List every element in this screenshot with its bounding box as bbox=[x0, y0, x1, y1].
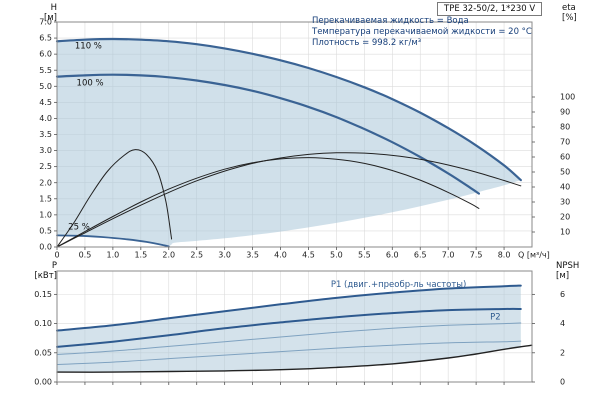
fluid-info-block: Перекачиваемая жидкость = Вода Температу… bbox=[312, 16, 532, 49]
y-tick-label: 4.0 bbox=[39, 114, 52, 123]
tick-labels: 0 0.5 1.0 1.5 2.0 2.5 3.0 3.5 4.0 4.5 5.0 5.5 6.0 6.5… bbox=[39, 18, 575, 260]
x-tick-label: 4.5 bbox=[302, 251, 315, 260]
efficiency-axis-label: eta [%] bbox=[562, 3, 577, 23]
curve-label-p1: P1 (двиг.+преобр-ль частоты) bbox=[331, 280, 467, 290]
info-line-density: Плотность = 998.2 кг/м³ bbox=[312, 38, 422, 48]
npsh-axis-unit: [м] bbox=[556, 271, 570, 281]
pump-model-label: TPE 32-50/2, 1*230 V bbox=[437, 2, 543, 16]
curve-eta-25 bbox=[56, 149, 173, 248]
curve-head-100 bbox=[55, 73, 480, 195]
x-tick-label: 1.5 bbox=[134, 251, 147, 260]
curve-p-reduced-speed-2 bbox=[56, 340, 522, 365]
y-tick-label: 5.5 bbox=[39, 66, 52, 75]
curve-p1 bbox=[56, 284, 522, 332]
fill-power-band-4 bbox=[57, 341, 521, 373]
y2-tick-label: 20 bbox=[560, 213, 570, 222]
y2-tick-label: 4 bbox=[560, 319, 565, 328]
npsh-axis-label: NPSH [м] bbox=[556, 261, 579, 281]
x-tick-label: 0.5 bbox=[79, 251, 92, 260]
curve-label-p2: P2 bbox=[490, 312, 501, 322]
head-axis-symbol: H bbox=[50, 3, 57, 13]
x-tick-label: 7.5 bbox=[470, 251, 483, 260]
y-tick-label: 6.5 bbox=[39, 34, 52, 43]
head-axis-unit: [м] bbox=[43, 13, 57, 23]
plot-border bbox=[56, 270, 533, 383]
fill-operating-envelope bbox=[57, 39, 521, 246]
fill-power-band-1 bbox=[57, 285, 521, 347]
tick-marks bbox=[54, 293, 535, 385]
x-tick-label: 2.5 bbox=[190, 251, 203, 260]
x-tick-label: 8.0 bbox=[498, 251, 511, 260]
power-axis-unit: [кВт] bbox=[34, 271, 57, 281]
y2-tick-label: 60 bbox=[560, 153, 570, 162]
y2-tick-label: 80 bbox=[560, 123, 570, 132]
curve-label-100: 100 % bbox=[77, 79, 104, 89]
y-tick-label: 3.0 bbox=[39, 146, 52, 155]
y-tick-label: 3.5 bbox=[39, 130, 52, 139]
chart-area-0: 0 0.5 1.0 1.5 2.0 2.5 3.0 3.5 4.0 4.5 5.0 5.5 6.0 6.5… bbox=[39, 18, 575, 260]
y-tick-label: 0.0 bbox=[39, 243, 52, 252]
y-tick-label: 4.5 bbox=[39, 98, 52, 107]
curve-eta-100 bbox=[56, 157, 480, 248]
npsh-axis-symbol: NPSH bbox=[556, 261, 580, 271]
fill-power-band-3 bbox=[57, 323, 521, 365]
x-tick-label: 7.0 bbox=[442, 251, 455, 260]
y-tick-label: 0.15 bbox=[34, 290, 52, 299]
y-tick-label: 5.0 bbox=[39, 82, 52, 91]
curve-label-110: 110 % bbox=[75, 41, 102, 51]
efficiency-axis-symbol: eta bbox=[562, 3, 576, 13]
x-tick-label: 0 bbox=[54, 251, 59, 260]
y-tick-label: 0.00 bbox=[34, 378, 52, 387]
y-tick-label: 0.5 bbox=[39, 227, 52, 236]
tick-labels: 0.00 0.05 0.10 0.15 0 2 4 6 bbox=[34, 290, 565, 387]
curve-label-25: 25 % bbox=[68, 222, 90, 232]
chart-area-1: 0.00 0.05 0.10 0.15 0 2 4 6 P1 (двиг.+преобр-ль … bbox=[34, 270, 565, 387]
x-tick-label: 6.0 bbox=[386, 251, 399, 260]
x-tick-label: 5.5 bbox=[358, 251, 371, 260]
y-tick-label: 1.0 bbox=[39, 210, 52, 219]
x-tick-label: 1.0 bbox=[107, 251, 120, 260]
y2-tick-label: 2 bbox=[560, 348, 565, 357]
head-axis-label: H [м] bbox=[28, 3, 57, 23]
y-tick-label: 2.0 bbox=[39, 178, 52, 187]
info-line-fluid: Перекачиваемая жидкость = Вода bbox=[312, 16, 469, 26]
x-tick-label: 4.0 bbox=[274, 251, 287, 260]
x-tick-label: 6.5 bbox=[414, 251, 427, 260]
y2-tick-label: 10 bbox=[560, 228, 570, 237]
y-tick-label: 2.5 bbox=[39, 162, 52, 171]
efficiency-axis-unit: [%] bbox=[562, 13, 577, 23]
y2-tick-label: 50 bbox=[560, 168, 570, 177]
power-axis-symbol: P bbox=[51, 261, 57, 271]
y2-tick-label: 40 bbox=[560, 183, 570, 192]
x-tick-label: 5.0 bbox=[330, 251, 343, 260]
y-tick-label: 0.10 bbox=[34, 319, 52, 328]
y-tick-label: 1.5 bbox=[39, 194, 52, 203]
x-axis-title: Q [м³/ч] bbox=[518, 251, 550, 260]
y-tick-label: 7.0 bbox=[39, 18, 52, 27]
info-line-temperature: Температура перекачиваемой жидкости = 20… bbox=[312, 27, 532, 37]
curve-eta-110 bbox=[56, 152, 522, 248]
x-tick-label: 3.5 bbox=[246, 251, 259, 260]
y2-tick-label: 6 bbox=[560, 290, 565, 299]
y2-tick-label: 70 bbox=[560, 138, 570, 147]
x-tick-label: 2.0 bbox=[162, 251, 175, 260]
curve-p-reduced-speed-1 bbox=[56, 322, 522, 355]
y-tick-label: 0.05 bbox=[34, 348, 52, 357]
curve-npsh bbox=[56, 344, 533, 373]
x-tick-label: 3.0 bbox=[218, 251, 231, 260]
fill-power-band-2 bbox=[57, 308, 521, 355]
y2-tick-label: 90 bbox=[560, 108, 570, 117]
y2-tick-label: 30 bbox=[560, 198, 570, 207]
curve-p2 bbox=[56, 307, 522, 348]
y2-tick-label: 100 bbox=[560, 93, 575, 102]
y2-tick-label: 0 bbox=[560, 378, 565, 387]
tick-marks bbox=[54, 21, 535, 250]
power-axis-label: P [кВт] bbox=[28, 261, 57, 281]
y-tick-label: 6.0 bbox=[39, 50, 52, 59]
curve-head-110 bbox=[55, 37, 522, 182]
